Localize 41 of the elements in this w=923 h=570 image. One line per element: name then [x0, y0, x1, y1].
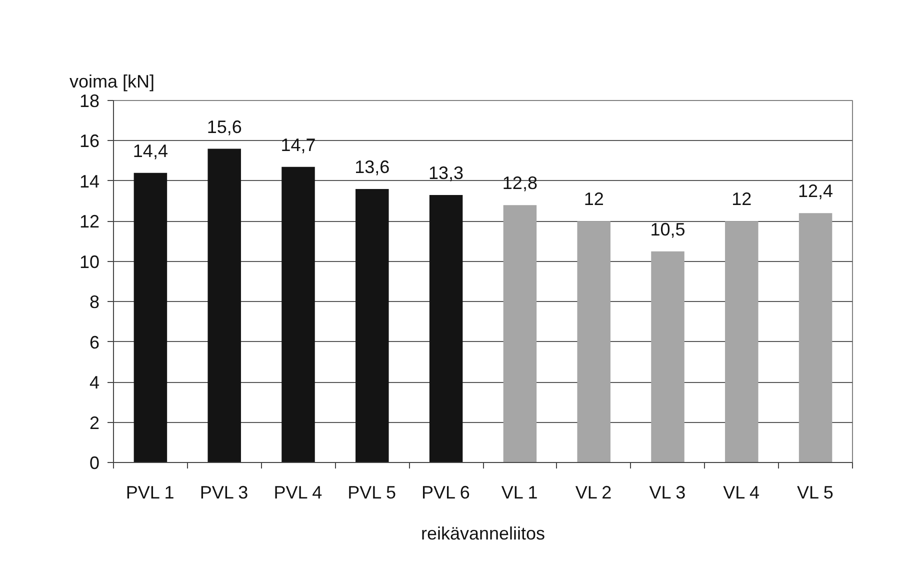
x-tick-label: VL 1 — [501, 482, 538, 502]
bar — [282, 166, 315, 462]
bar — [429, 195, 463, 462]
bar — [134, 172, 168, 462]
y-tick-label: 8 — [89, 292, 100, 312]
bar — [798, 213, 832, 462]
bar — [651, 251, 684, 462]
x-tick-label: PVL 3 — [200, 482, 248, 502]
data-label: 13,6 — [354, 156, 390, 177]
data-label: 12 — [584, 189, 604, 210]
y-tick-label: 2 — [89, 412, 100, 433]
y-axis-title: voima [kN] — [70, 72, 155, 92]
bar — [725, 221, 758, 462]
x-tick-label: PVL 6 — [422, 482, 470, 502]
y-tick-label: 18 — [79, 91, 100, 111]
data-label: 13,3 — [428, 163, 464, 184]
y-tick-label: 4 — [89, 372, 100, 393]
x-tick-label: VL 5 — [797, 482, 834, 502]
x-tick-label: PVL 4 — [274, 482, 322, 502]
bar — [356, 188, 389, 462]
data-label: 12 — [732, 189, 752, 210]
y-tick-label: 14 — [79, 171, 100, 192]
data-label: 12,4 — [798, 181, 834, 202]
data-label: 15,6 — [206, 116, 242, 137]
bar — [503, 205, 537, 462]
x-tick-label: VL 2 — [575, 482, 612, 502]
data-label: 10,5 — [650, 219, 686, 240]
x-tick-label: VL 3 — [649, 482, 686, 502]
data-label: 14,4 — [132, 140, 168, 161]
x-axis-title: reikävanneliitos — [420, 524, 546, 544]
x-tick-label: PVL 1 — [126, 482, 174, 502]
bar — [208, 148, 241, 462]
data-label: 14,7 — [280, 134, 316, 155]
y-tick-label: 0 — [89, 453, 100, 473]
bar — [577, 221, 610, 462]
y-tick-label: 10 — [79, 252, 100, 272]
x-tick-label: PVL 5 — [348, 482, 396, 502]
y-tick-label: 6 — [89, 332, 100, 352]
y-tick-label: 12 — [79, 212, 100, 232]
x-tick-label: VL 4 — [723, 482, 760, 502]
y-tick-label: 16 — [79, 131, 100, 152]
